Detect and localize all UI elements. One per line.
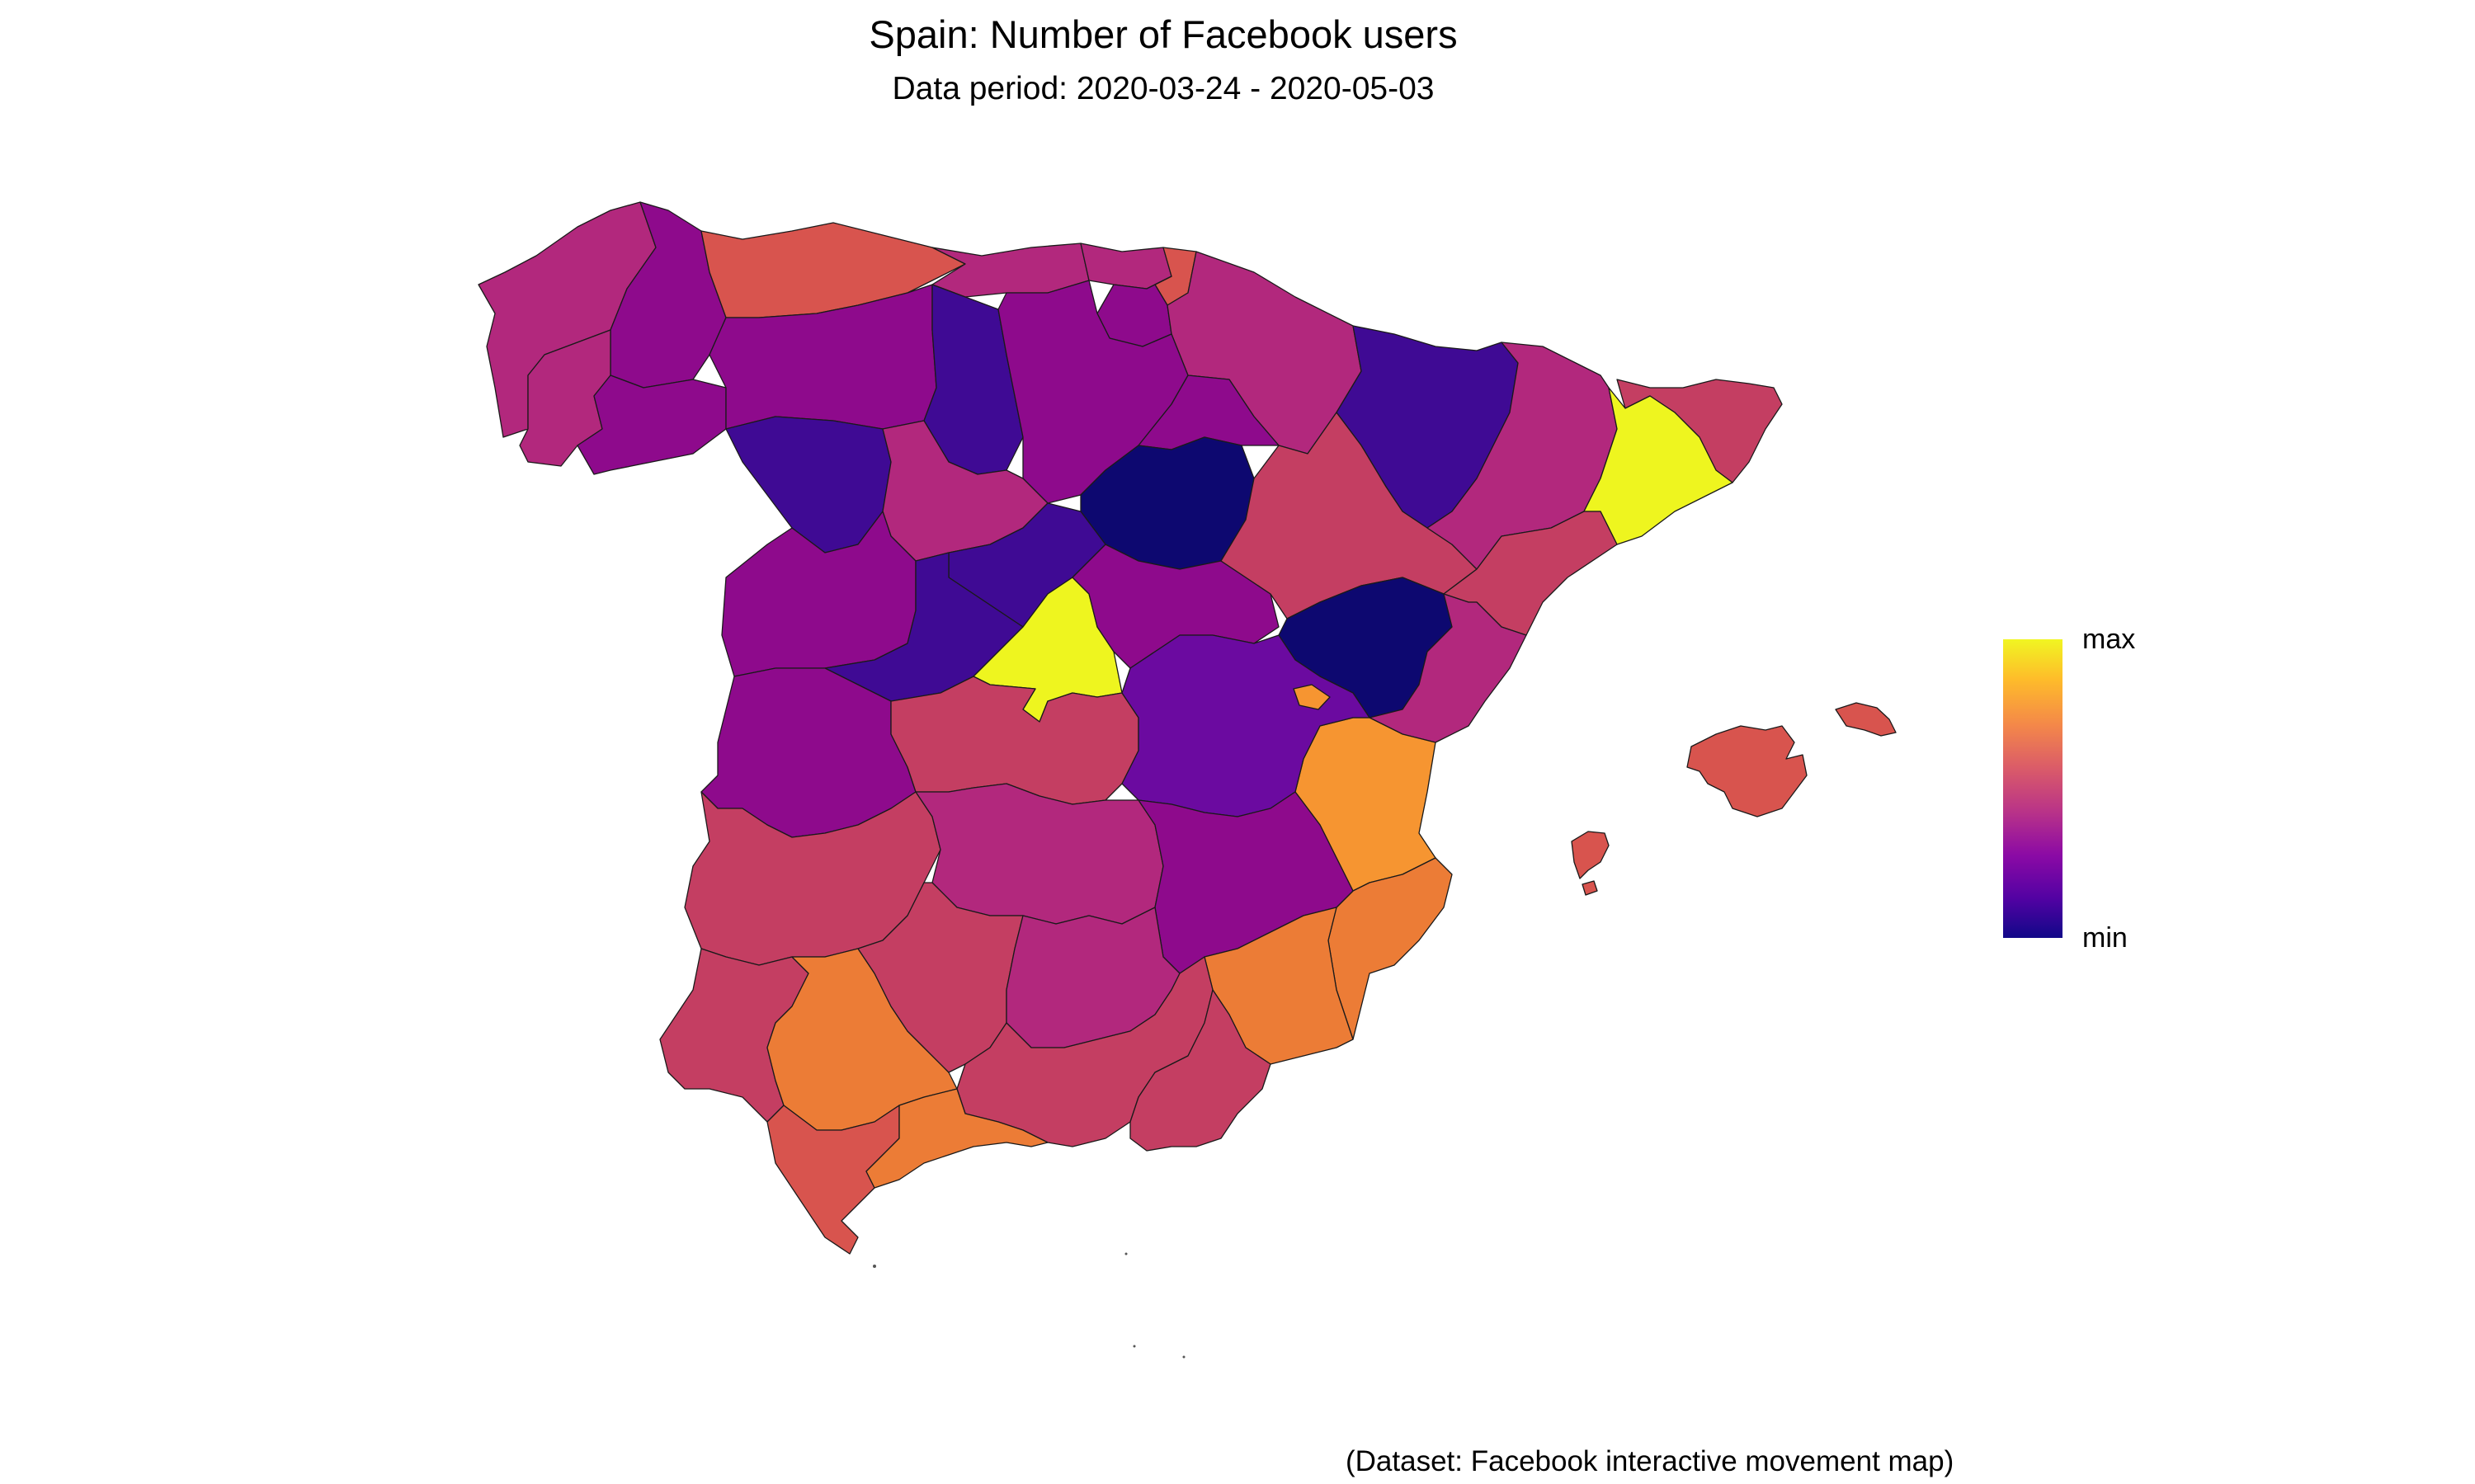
- region-ibiza[interactable]: [1571, 831, 1610, 879]
- dataset-caption: (Dataset: Facebook interactive movement …: [1346, 1445, 1954, 1477]
- map-title: Spain: Number of Facebook users: [869, 12, 1458, 56]
- region-mallorca[interactable]: [1686, 725, 1808, 817]
- legend-max-label: max: [2082, 624, 2136, 655]
- color-scale-legend: [2003, 637, 2062, 940]
- region-barcelona[interactable]: [1583, 387, 1733, 545]
- region-rincon-de-ademuz[interactable]: [1293, 684, 1331, 710]
- legend-min-label: min: [2082, 922, 2128, 954]
- region-bizkaia[interactable]: [1080, 243, 1172, 290]
- color-gradient-bar: [2003, 637, 2062, 940]
- islet-marker: [1133, 1345, 1136, 1348]
- region-almeria[interactable]: [1129, 989, 1271, 1152]
- region-malaga[interactable]: [865, 1088, 1049, 1189]
- region-menorca[interactable]: [1835, 702, 1897, 737]
- legend-min-tick: [2003, 938, 2062, 940]
- islet-marker: [873, 1265, 876, 1268]
- islet-marker: [1182, 1355, 1186, 1359]
- region-formentera[interactable]: [1582, 880, 1598, 896]
- islet-marker: [1124, 1252, 1128, 1256]
- region-zamora[interactable]: [725, 416, 892, 554]
- legend-max-tick: [2003, 637, 2062, 639]
- map-subtitle: Data period: 2020-03-24 - 2020-05-03: [892, 71, 1435, 106]
- region-cuenca[interactable]: [1121, 634, 1370, 817]
